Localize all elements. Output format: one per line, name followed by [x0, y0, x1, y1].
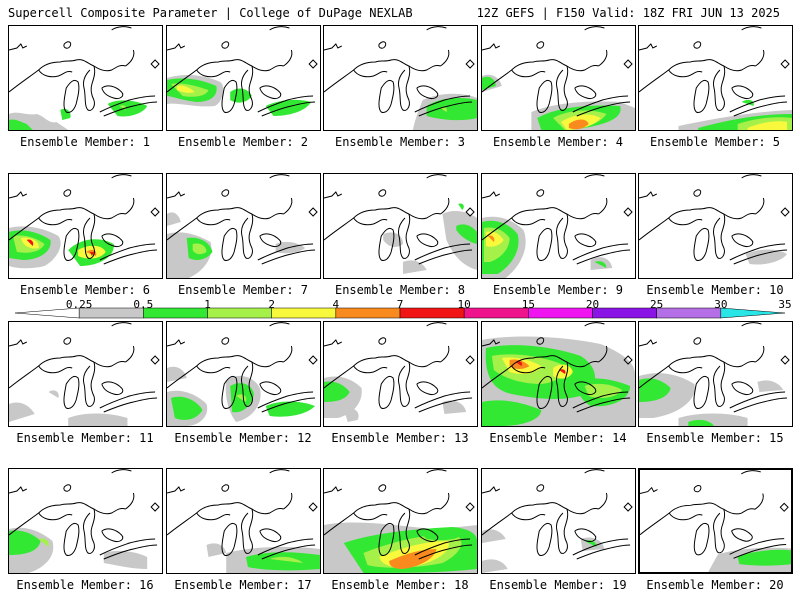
ensemble-member-label: Ensemble Member: 7: [177, 283, 309, 297]
ensemble-member-label: Ensemble Member: 17: [174, 578, 312, 592]
colorbar-segment: [720, 307, 786, 319]
member-map-svg: [9, 322, 160, 426]
member-map-svg: [324, 469, 477, 573]
member-map-svg: [639, 174, 790, 265]
ensemble-member-label: Ensemble Member: 5: [649, 135, 781, 149]
member-map-svg: [167, 322, 318, 426]
ensemble-member-map-14[interactable]: [481, 321, 636, 427]
member-map-svg: [324, 174, 477, 274]
ensemble-member-map-5[interactable]: [638, 25, 793, 131]
ensemble-member-label: Ensemble Member: 20: [646, 578, 784, 592]
colorbar-segment: [592, 307, 657, 319]
ensemble-member-map-20[interactable]: [638, 468, 793, 574]
ensemble-member-map-3[interactable]: [323, 25, 478, 131]
colorbar-threshold-label: 35: [778, 298, 792, 311]
colorbar-segment: [335, 307, 401, 319]
ensemble-member-label: Ensemble Member: 14: [489, 431, 627, 445]
colorbar-threshold-label: 7: [396, 298, 404, 311]
colorbar-threshold-label: 2: [268, 298, 275, 311]
ensemble-member-label: Ensemble Member: 18: [331, 578, 469, 592]
ensemble-member-label: Ensemble Member: 12: [174, 431, 312, 445]
colorbar-threshold-label: 10: [457, 298, 471, 311]
ensemble-member-label: Ensemble Member: 16: [16, 578, 154, 592]
ensemble-member-label: Ensemble Member: 15: [646, 431, 784, 445]
colorbar-threshold-label: 25: [650, 298, 664, 311]
ensemble-member-map-11[interactable]: [8, 321, 163, 427]
ensemble-member-map-16[interactable]: [8, 468, 163, 574]
ensemble-member-label: Ensemble Member: 6: [19, 283, 151, 297]
product-title: Supercell Composite Parameter | College …: [8, 6, 413, 20]
colorbar-threshold-label: 30: [714, 298, 728, 311]
ensemble-member-label: Ensemble Member: 19: [489, 578, 627, 592]
run-valid-time: 12Z GEFS | F150 Valid: 18Z FRI JUN 13 20…: [476, 6, 780, 20]
member-map-svg: [167, 469, 320, 573]
ensemble-member-map-18[interactable]: [323, 468, 478, 574]
colorbar-threshold-label: 0.25: [65, 298, 93, 311]
ensemble-member-label: Ensemble Member: 2: [177, 135, 309, 149]
colorbar-segment: [528, 307, 593, 319]
ensemble-member-label: Ensemble Member: 8: [334, 283, 466, 297]
colorbar-threshold-label: 15: [521, 298, 535, 311]
member-map-svg: [639, 322, 790, 426]
colorbar-segment: [271, 307, 337, 319]
ensemble-member-map-19[interactable]: [481, 468, 636, 574]
colorbar-segment: [463, 307, 529, 319]
ensemble-member-map-4[interactable]: [481, 25, 636, 131]
ensemble-member-label: Ensemble Member: 10: [646, 283, 784, 297]
colorbar-threshold-label: 4: [332, 298, 340, 311]
ensemble-member-map-2[interactable]: [166, 25, 321, 131]
member-map-svg: [482, 469, 633, 573]
member-map-svg: [9, 26, 160, 130]
ensemble-member-map-13[interactable]: [323, 321, 478, 427]
member-map-svg: [639, 26, 792, 130]
member-map-svg: [640, 470, 791, 572]
ensemble-member-label: Ensemble Member: 11: [16, 431, 154, 445]
colorbar-segment: [656, 307, 722, 319]
member-map-svg: [324, 26, 477, 130]
member-map-svg: [9, 469, 160, 573]
colorbar-segment: [399, 307, 465, 319]
colorbar-segment: [207, 307, 272, 319]
ensemble-member-map-8[interactable]: [323, 173, 478, 279]
colorbar-threshold-label: 0.5: [133, 298, 154, 311]
ensemble-member-label: Ensemble Member: 9: [492, 283, 624, 297]
colorbar-threshold-label: 1: [204, 298, 211, 311]
ensemble-member-map-9[interactable]: [481, 173, 636, 279]
colorbar-threshold-label: 20: [585, 298, 600, 311]
ensemble-member-map-1[interactable]: [8, 25, 163, 131]
ensemble-member-label: Ensemble Member: 4: [492, 135, 624, 149]
ensemble-member-map-15[interactable]: [638, 321, 793, 427]
ensemble-member-label: Ensemble Member: 1: [19, 135, 151, 149]
member-map-svg: [167, 174, 318, 278]
member-map-svg: [324, 322, 475, 422]
member-map-svg: [482, 174, 633, 278]
ensemble-member-map-12[interactable]: [166, 321, 321, 427]
ensemble-member-label: Ensemble Member: 13: [331, 431, 469, 445]
member-map-svg: [482, 322, 635, 426]
member-map-svg: [482, 26, 635, 130]
member-map-svg: [167, 26, 318, 117]
member-map-svg: [9, 174, 160, 269]
ensemble-member-map-10[interactable]: [638, 173, 793, 279]
ensemble-member-map-7[interactable]: [166, 173, 321, 279]
ensemble-member-map-17[interactable]: [166, 468, 321, 574]
ensemble-member-label: Ensemble Member: 3: [334, 135, 466, 149]
ensemble-member-map-6[interactable]: [8, 173, 163, 279]
